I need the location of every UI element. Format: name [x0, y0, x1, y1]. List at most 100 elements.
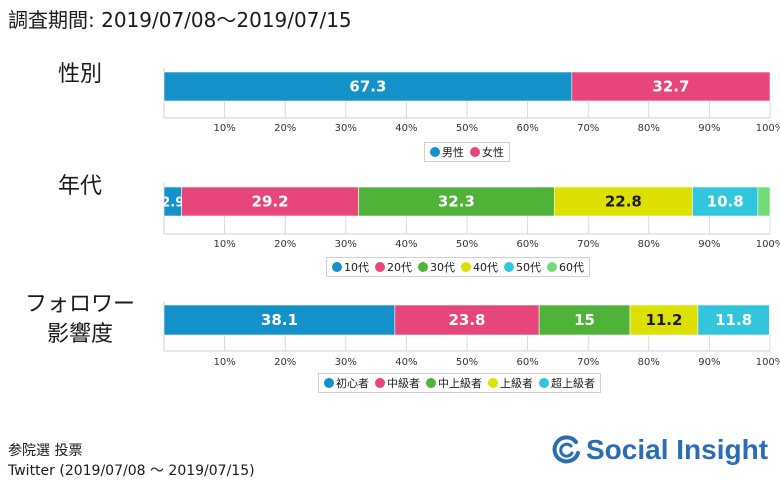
tick-label: 100%: [756, 357, 780, 368]
legend-swatch: [426, 378, 436, 388]
tick-label: 80%: [638, 239, 660, 250]
bar-segment: [697, 304, 770, 336]
legend-label: 60代: [559, 261, 584, 274]
legend-label: 20代: [387, 261, 412, 274]
legend-label: 10代: [344, 261, 369, 274]
legend-item: 超上級者: [539, 375, 595, 391]
legend-item: 20代: [375, 259, 412, 275]
bar-segment: [692, 186, 759, 217]
legend-label: 女性: [482, 146, 504, 159]
legend-item: 男性: [430, 144, 464, 160]
bar-segment: [629, 304, 699, 336]
tick-label: 10%: [213, 357, 235, 368]
row-label-follower-line2: 影響度: [46, 322, 113, 347]
data-label: 22.8: [605, 193, 642, 211]
tick-label: 20%: [274, 357, 296, 368]
tick-label: 10%: [213, 123, 235, 134]
social-insight-brand: Social Insight: [550, 434, 768, 466]
bar-segment: [181, 186, 359, 217]
tick-label: 70%: [577, 123, 599, 134]
legend-label: 超上級者: [551, 377, 595, 390]
legend-item: 中級者: [375, 375, 420, 391]
legend-label: 初心者: [336, 377, 369, 390]
legend-item: 40代: [461, 259, 498, 275]
data-label: 67.3: [349, 78, 386, 96]
legend-label: 男性: [442, 146, 464, 159]
data-label: 11.2: [645, 311, 682, 329]
tick-label: 30%: [335, 123, 357, 134]
data-label: 10.8: [707, 193, 744, 211]
legend-age: 10代 20代 30代 40代 50代 60代: [326, 257, 590, 277]
tick-label: 90%: [698, 123, 720, 134]
data-label: 29.2: [252, 193, 289, 211]
row-label-age-line: 年代: [57, 174, 102, 199]
legend-swatch: [375, 262, 385, 272]
tick-label: 40%: [395, 239, 417, 250]
social-insight-logo-icon: [552, 435, 580, 464]
bar-segment: [571, 71, 771, 102]
legend-label: 中上級者: [438, 377, 482, 390]
legend-label: 30代: [430, 261, 455, 274]
legend-swatch: [539, 378, 549, 388]
legend-swatch: [504, 262, 514, 272]
data-label: 15: [574, 311, 595, 329]
footer-election-vote: 参院選 投票: [8, 443, 83, 459]
row-label-gender-line: 性別: [57, 62, 102, 87]
legend-item: 50代: [504, 259, 541, 275]
legend-swatch: [547, 262, 557, 272]
legend-item: 中上級者: [426, 375, 482, 391]
data-label: 32.7: [652, 78, 689, 96]
tick-label: 90%: [698, 239, 720, 250]
tick-label: 50%: [456, 239, 478, 250]
tick-label: 10%: [213, 239, 235, 250]
legend-label: 50代: [516, 261, 541, 274]
bar-segment: [538, 304, 631, 336]
tick-label: 70%: [577, 357, 599, 368]
tick-label: 30%: [335, 357, 357, 368]
tick-label: 60%: [516, 239, 538, 250]
row-label-gender: 性別: [40, 60, 120, 90]
footer-twitter-period: Twitter (2019/07/08 ～ 2019/07/15): [8, 463, 255, 479]
legend-item: 女性: [470, 144, 504, 160]
brand-name: Social Insight: [586, 434, 769, 465]
legend-swatch: [461, 262, 471, 272]
legend-swatch: [470, 147, 480, 157]
tick-label: 100%: [756, 239, 780, 250]
tick-label: 40%: [395, 357, 417, 368]
legend-label: 中級者: [387, 377, 420, 390]
bar-segment: [553, 186, 693, 217]
tick-label: 80%: [638, 123, 660, 134]
legend-swatch: [488, 378, 498, 388]
tick-label: 60%: [516, 123, 538, 134]
data-label: 11.8: [715, 311, 752, 329]
row-label-follower-line1: フォロワー: [24, 292, 135, 317]
data-label: 2.9: [161, 196, 184, 211]
legend-swatch: [418, 262, 428, 272]
legend-swatch: [332, 262, 342, 272]
row-label-age: 年代: [40, 172, 120, 202]
legend-item: 30代: [418, 259, 455, 275]
legend-follower-influence: 初心者 中級者 中上級者 上級者 超上級者: [318, 373, 601, 393]
tick-label: 50%: [456, 357, 478, 368]
data-label: 38.1: [261, 311, 298, 329]
legend-swatch: [430, 147, 440, 157]
bar-segment: [394, 304, 540, 336]
legend-item: 60代: [547, 259, 584, 275]
legend-item: 初心者: [324, 375, 369, 391]
tick-label: 40%: [395, 123, 417, 134]
bar-segment: [757, 186, 771, 217]
tick-label: 80%: [638, 357, 660, 368]
tick-label: 90%: [698, 357, 720, 368]
tick-label: 60%: [516, 357, 538, 368]
tick-label: 70%: [577, 239, 599, 250]
tick-label: 20%: [274, 123, 296, 134]
legend-item: 上級者: [488, 375, 533, 391]
data-label: 32.3: [438, 193, 475, 211]
bar-segment: [358, 186, 555, 217]
tick-label: 50%: [456, 123, 478, 134]
row-label-follower-influence: フォロワー 影響度: [18, 290, 142, 350]
legend-item: 10代: [332, 259, 369, 275]
tick-label: 100%: [756, 123, 780, 134]
legend-swatch: [375, 378, 385, 388]
